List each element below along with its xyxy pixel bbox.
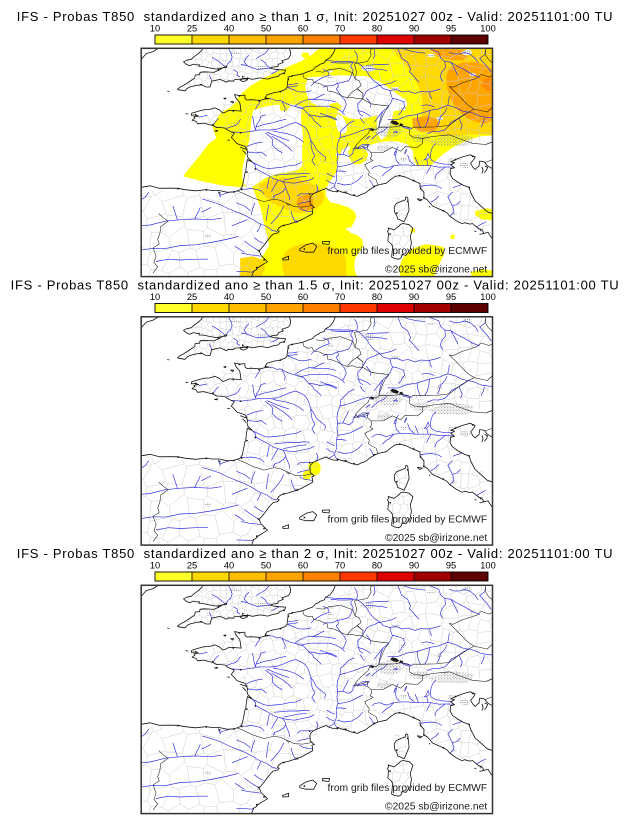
svg-text:50: 50: [261, 292, 271, 302]
svg-text:IFS - Probas T850 standardize: IFS - Probas T850 standardized ano ≥ tha…: [11, 278, 620, 293]
svg-text:©2025 sb@irizone.net: ©2025 sb@irizone.net: [385, 533, 487, 544]
svg-text:100: 100: [480, 292, 496, 302]
svg-text:95: 95: [446, 292, 456, 302]
svg-text:10: 10: [150, 292, 160, 302]
svg-text:from grib files provided by EC: from grib files provided by ECMWF: [328, 246, 488, 257]
svg-text:25: 25: [187, 561, 197, 571]
svg-text:©2025 sb@irizone.net: ©2025 sb@irizone.net: [385, 801, 487, 812]
svg-text:60: 60: [298, 292, 308, 302]
svg-text:25: 25: [187, 24, 197, 34]
svg-text:60: 60: [298, 561, 308, 571]
svg-text:90: 90: [409, 561, 419, 571]
svg-text:25: 25: [187, 292, 197, 302]
svg-text:70: 70: [335, 561, 345, 571]
svg-text:from grib files provided by EC: from grib files provided by ECMWF: [328, 515, 488, 526]
svg-text:IFS - Probas T850 standardize: IFS - Probas T850 standardized ano ≥ tha…: [17, 546, 613, 561]
svg-text:60: 60: [298, 24, 308, 34]
svg-text:40: 40: [224, 24, 234, 34]
svg-text:10: 10: [150, 561, 160, 571]
svg-text:80: 80: [372, 24, 382, 34]
svg-text:10: 10: [150, 24, 160, 34]
svg-text:70: 70: [335, 292, 345, 302]
svg-text:IFS - Probas T850 standardize: IFS - Probas T850 standardized ano ≥ tha…: [17, 9, 613, 24]
svg-text:100: 100: [480, 24, 496, 34]
svg-text:90: 90: [409, 292, 419, 302]
svg-text:80: 80: [372, 561, 382, 571]
svg-text:from grib files provided by EC: from grib files provided by ECMWF: [328, 783, 488, 794]
svg-text:50: 50: [261, 24, 271, 34]
svg-text:40: 40: [224, 561, 234, 571]
svg-text:100: 100: [480, 561, 496, 571]
svg-text:70: 70: [335, 24, 345, 34]
svg-text:95: 95: [446, 561, 456, 571]
svg-text:40: 40: [224, 292, 234, 302]
svg-text:50: 50: [261, 561, 271, 571]
svg-text:95: 95: [446, 24, 456, 34]
svg-text:©2025 sb@irizone.net: ©2025 sb@irizone.net: [385, 264, 487, 275]
svg-text:80: 80: [372, 292, 382, 302]
svg-text:90: 90: [409, 24, 419, 34]
